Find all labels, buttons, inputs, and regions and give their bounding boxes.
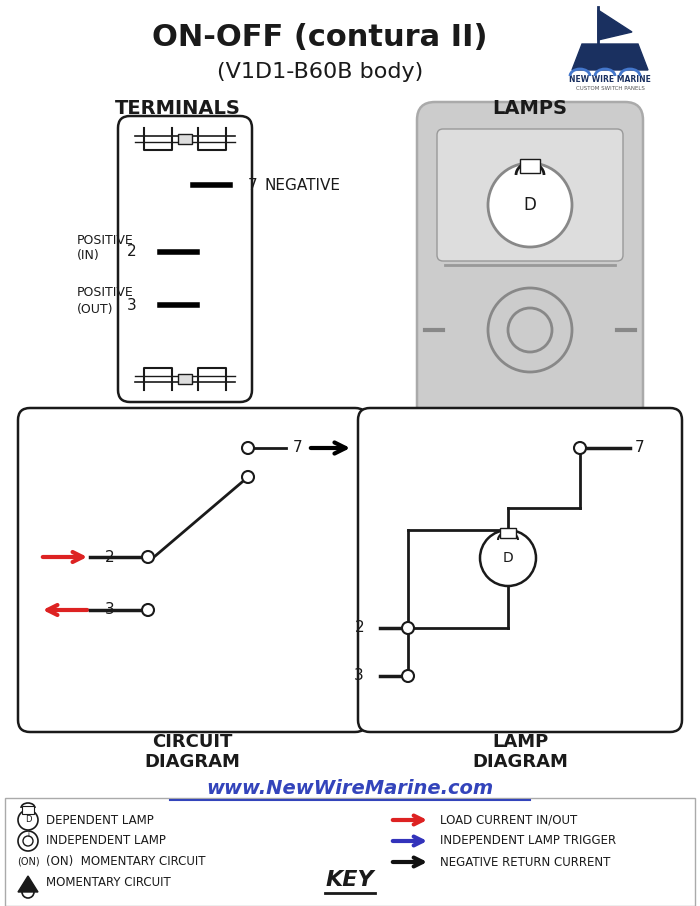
Circle shape: [402, 622, 414, 634]
Text: DEPENDENT LAMP: DEPENDENT LAMP: [46, 814, 154, 826]
Text: ON-OFF (contura II): ON-OFF (contura II): [153, 24, 488, 53]
Bar: [500, 528, 516, 538]
Circle shape: [480, 530, 536, 586]
Circle shape: [242, 442, 254, 454]
Text: DIAGRAM: DIAGRAM: [144, 753, 240, 771]
Polygon shape: [572, 44, 648, 70]
Circle shape: [142, 604, 154, 616]
Text: 3: 3: [354, 669, 364, 683]
Text: MOMENTARY CIRCUIT: MOMENTARY CIRCUIT: [46, 876, 171, 890]
Text: D: D: [503, 551, 513, 565]
Text: CIRCUIT: CIRCUIT: [152, 733, 232, 751]
Text: (IN): (IN): [77, 249, 99, 263]
Text: 3: 3: [127, 297, 136, 313]
FancyBboxPatch shape: [417, 102, 643, 428]
Bar: [178, 134, 192, 144]
Bar: [520, 159, 540, 173]
Text: INDEPENDENT LAMP TRIGGER: INDEPENDENT LAMP TRIGGER: [440, 834, 616, 847]
Text: 2: 2: [105, 550, 115, 564]
Text: (OUT): (OUT): [77, 303, 113, 315]
Bar: [178, 374, 192, 384]
Text: 7: 7: [635, 440, 645, 456]
Text: NEGATIVE RETURN CURRENT: NEGATIVE RETURN CURRENT: [440, 855, 610, 869]
Circle shape: [488, 163, 572, 247]
Text: NEW WIRE MARINE: NEW WIRE MARINE: [569, 75, 651, 84]
Text: DIAGRAM: DIAGRAM: [472, 753, 568, 771]
Text: TERMINALS: TERMINALS: [115, 99, 241, 118]
Text: (ON)  MOMENTARY CIRCUIT: (ON) MOMENTARY CIRCUIT: [46, 855, 206, 869]
FancyBboxPatch shape: [18, 408, 367, 732]
Text: NEGATIVE: NEGATIVE: [264, 178, 340, 192]
Polygon shape: [18, 876, 38, 892]
Text: KEY: KEY: [326, 870, 374, 890]
FancyBboxPatch shape: [437, 129, 623, 261]
Text: INDEPENDENT LAMP: INDEPENDENT LAMP: [46, 834, 166, 847]
Text: (ON): (ON): [17, 857, 39, 867]
Text: 2: 2: [127, 245, 136, 259]
Text: 2: 2: [354, 621, 364, 635]
Text: (V1D1-B60B body): (V1D1-B60B body): [217, 62, 423, 82]
Text: www.NewWireMarine.com: www.NewWireMarine.com: [206, 778, 494, 797]
Text: LOAD CURRENT IN/OUT: LOAD CURRENT IN/OUT: [440, 814, 578, 826]
Polygon shape: [598, 10, 632, 40]
Circle shape: [574, 442, 586, 454]
Text: 7: 7: [248, 178, 258, 192]
Text: D: D: [25, 815, 32, 824]
Text: POSITIVE: POSITIVE: [77, 286, 134, 300]
Text: 3: 3: [105, 602, 115, 618]
Text: 7: 7: [293, 440, 302, 456]
Text: POSITIVE: POSITIVE: [77, 234, 134, 246]
Bar: [22, 806, 34, 814]
Circle shape: [508, 308, 552, 352]
Text: i: i: [27, 832, 29, 838]
Bar: [5, 798, 695, 906]
Circle shape: [488, 288, 572, 372]
FancyBboxPatch shape: [358, 408, 682, 732]
Circle shape: [402, 670, 414, 682]
Text: CUSTOM SWITCH PANELS: CUSTOM SWITCH PANELS: [575, 85, 645, 91]
Text: LAMPS: LAMPS: [493, 99, 568, 118]
Circle shape: [142, 551, 154, 563]
FancyBboxPatch shape: [118, 116, 252, 402]
Text: D: D: [524, 196, 536, 214]
Text: LAMP: LAMP: [492, 733, 548, 751]
Circle shape: [242, 471, 254, 483]
